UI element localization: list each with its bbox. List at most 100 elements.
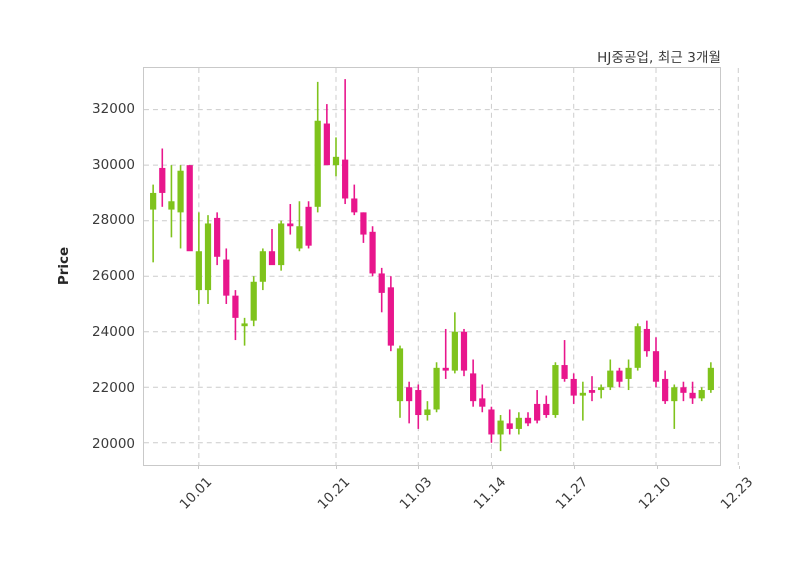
y-axis-tick-labels: 20000 22000 24000 26000 28000 30000 32000 [0,67,135,466]
candlestick [598,384,605,399]
candle-body [296,226,303,249]
candle-body [369,231,376,274]
candlestick [323,104,330,166]
y-axis-tick-label: 26000 [92,268,135,285]
candle-body [259,251,266,282]
candle-body [707,367,714,391]
candlestick [287,204,294,235]
candlestick [186,165,193,252]
x-axis-tick-label: 10.21 [314,474,353,513]
candle-body [223,259,230,296]
candlestick [707,362,714,393]
candlestick [387,276,394,352]
candle-body [515,417,522,429]
candle-body [579,392,586,396]
x-axis-tick-label: 11.27 [552,474,592,513]
y-axis-tick-label: 32000 [92,100,135,117]
candle-body [634,326,641,368]
candle-body [561,365,568,379]
candle-body [570,378,577,396]
x-axis-tick-labels: 10.01 10.21 11.03 11.14 11.27 12.10 12.23 [143,466,757,566]
candle-body [662,378,669,402]
candle-body [351,198,358,213]
candle-body [671,387,678,402]
chart-title: HJ중공업, 최근 3개월 [597,50,721,66]
candlestick [524,412,532,427]
y-axis-tick-label: 20000 [92,435,135,452]
candle-body [479,398,486,407]
candlestick [305,201,312,249]
candle-body [250,281,257,321]
candle-body [360,212,367,235]
candlestick [671,384,678,429]
candlestick [241,317,248,346]
candle-body [186,165,193,252]
candle-body [314,120,321,207]
candle-body [689,392,696,399]
candle-body [470,373,477,402]
candle-body [643,328,650,352]
candlestick [442,328,449,379]
candle-body [424,409,431,416]
candlestick [689,381,696,404]
candlestick [232,290,239,341]
candle-body [534,403,541,421]
candlestick [250,276,257,327]
candle-body [506,423,513,429]
candle-body [460,331,468,371]
candlestick-series [150,79,714,452]
x-axis-tick-mark [418,466,420,469]
candle-body [287,223,294,227]
candle-body [415,390,422,416]
candle-body [268,251,276,266]
candlestick [159,148,166,207]
candle-body [387,287,394,346]
candle-body [396,348,404,402]
candlestick [570,373,577,404]
candlestick [579,381,586,421]
candle-body [159,167,166,193]
candlestick [506,409,513,435]
candle-body [497,420,504,435]
candle-body [195,251,202,291]
candle-body [241,323,248,327]
candle-body [607,370,614,388]
candlestick [662,370,669,404]
candle-body [652,351,660,382]
candle-body [625,367,632,379]
candlestick [150,184,157,263]
candlestick [479,384,486,413]
candlestick [332,137,340,177]
candlestick [534,390,541,424]
candlestick [543,395,550,418]
candle-body [442,367,449,371]
candle-body [543,403,550,416]
candle-body [378,273,385,293]
candle-body [150,192,157,210]
candlestick [588,376,596,402]
candlestick [314,81,321,213]
candle-body [598,387,605,391]
candle-body [332,156,340,166]
candlestick [415,384,422,429]
y-axis-tick-label: 28000 [92,212,135,229]
candlestick [561,340,568,382]
candlestick [607,359,614,391]
x-axis-tick-mark [491,466,493,469]
candlestick [406,381,413,424]
candle-body [214,217,221,257]
x-axis-tick-mark [656,466,658,469]
candlestick [698,387,705,402]
candle-body [177,170,184,213]
x-axis-tick-mark [335,466,337,469]
candle-body [680,387,687,393]
candlestick [351,184,358,216]
candlestick [378,267,385,313]
candlestick [460,328,468,377]
candlestick [296,201,303,252]
candlestick [223,248,230,304]
candle-body [342,159,349,199]
candlestick [259,248,266,291]
candlestick [396,345,404,418]
